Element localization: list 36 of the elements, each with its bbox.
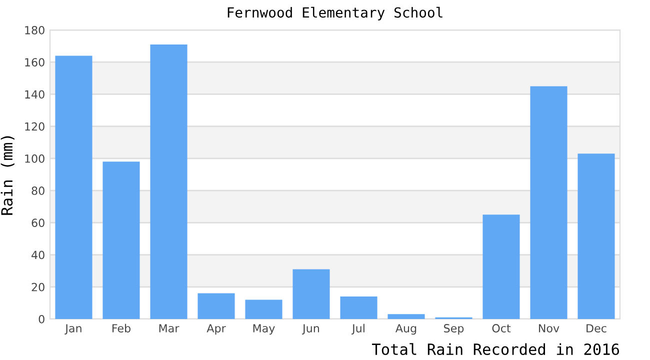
x-tick-label: Mar	[159, 324, 180, 332]
x-tick-label: Dec	[586, 324, 606, 332]
y-tick-label: 120	[25, 122, 44, 131]
x-tick-label: Jan	[64, 324, 82, 335]
y-tick-label: 140	[25, 90, 44, 99]
y-tick-label: 40	[32, 250, 44, 260]
bar	[198, 293, 235, 319]
bar	[340, 296, 378, 319]
x-tick-label: Apr	[206, 324, 226, 335]
text: Total Rain Recorded in 2016	[372, 343, 620, 356]
x-tick-label: May	[253, 324, 275, 335]
y-tick-label: 100	[25, 154, 44, 163]
bar	[292, 269, 330, 319]
bar	[245, 300, 282, 319]
y-tick-label: 80	[32, 186, 44, 195]
x-tick-label: Aug	[395, 324, 416, 335]
bar	[102, 162, 140, 319]
x-tick-label: Jun	[302, 324, 319, 335]
bar	[530, 86, 568, 319]
x-tick-label: Sep	[444, 324, 464, 335]
y-tick-label: 60	[32, 218, 44, 228]
bar	[388, 314, 425, 319]
y-tick-label: 20	[32, 282, 44, 292]
bar	[55, 56, 92, 319]
x-tick-label: Jul	[351, 324, 364, 335]
y-tick-label: 160	[25, 58, 44, 66]
bar	[578, 154, 615, 319]
bar	[150, 44, 188, 319]
chart-title: Fernwood Elementary School	[228, 6, 442, 20]
x-tick-label: Feb	[112, 324, 130, 332]
x-tick-label: Nov	[538, 324, 560, 332]
y-axis-title: Rain (mm)	[0, 136, 14, 215]
y-tick-label: 0	[38, 314, 44, 324]
bar	[482, 214, 520, 319]
y-tick-label: 180	[25, 26, 44, 34]
x-tick-label: Oct	[492, 324, 511, 332]
